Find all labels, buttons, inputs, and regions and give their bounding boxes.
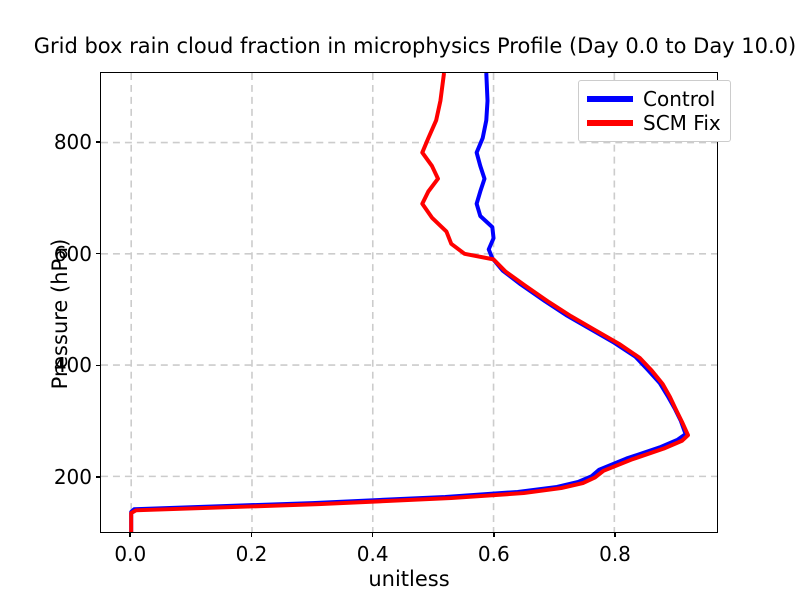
- legend-label-scm-fix: SCM Fix: [643, 111, 721, 135]
- x-tick-mark: [250, 533, 253, 537]
- y-tick-label: 400: [53, 353, 92, 378]
- y-tick-mark: [96, 476, 100, 478]
- x-tick-label: 0.6: [477, 542, 510, 566]
- legend-item-scm-fix: SCM Fix: [587, 111, 721, 135]
- legend-swatch-scm-fix: [587, 120, 633, 126]
- profile-plot: [101, 73, 717, 532]
- legend-label-control: Control: [643, 87, 716, 111]
- y-axis-label: Pressure (hPa): [48, 238, 72, 390]
- legend-box: Control SCM Fix: [578, 80, 731, 142]
- legend-item-control: Control: [587, 87, 721, 111]
- y-tick-label: 200: [53, 465, 92, 490]
- page-title: Grid box rain cloud fraction in microphy…: [33, 34, 797, 58]
- data-series-group: [129, 73, 691, 532]
- x-tick-mark: [371, 533, 374, 537]
- x-tick-mark: [492, 533, 495, 537]
- y-tick-label: 800: [53, 129, 92, 154]
- y-tick-label: 600: [53, 241, 92, 266]
- x-axis-label: unitless: [368, 567, 450, 591]
- x-tick-label: 0.8: [599, 542, 631, 566]
- series-line-scm-fix: [129, 73, 691, 532]
- x-tick-label: 0.2: [235, 542, 268, 566]
- x-tick-label: 0.4: [356, 542, 389, 566]
- y-tick-mark: [96, 364, 100, 367]
- x-tick-mark: [129, 533, 132, 537]
- y-tick-mark: [96, 140, 100, 143]
- y-tick-mark: [96, 252, 100, 255]
- x-tick-label: 0.0: [114, 542, 147, 566]
- x-tick-mark: [614, 533, 616, 537]
- legend-swatch-control: [587, 96, 633, 102]
- plot-axes: [100, 72, 718, 533]
